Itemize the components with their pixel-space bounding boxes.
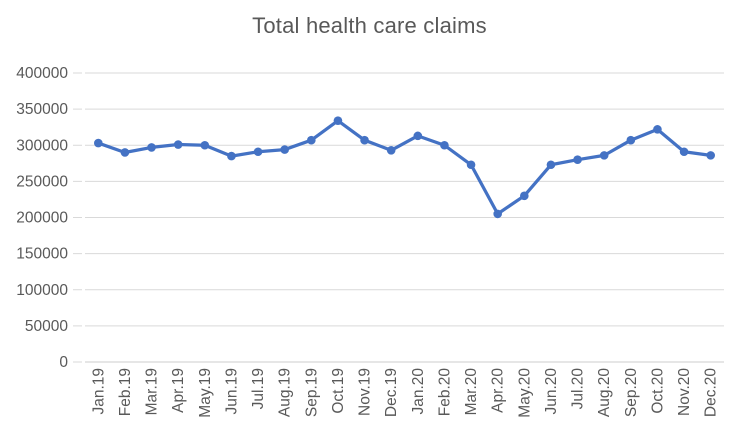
y-tick-label: 50000 — [25, 318, 68, 335]
data-point-marker — [573, 155, 582, 164]
data-point-marker — [120, 148, 130, 157]
data-point-marker — [493, 209, 502, 219]
data-point-marker — [147, 143, 156, 152]
data-point-marker — [546, 160, 556, 170]
data-point-marker — [440, 140, 449, 150]
x-tick-label: Sep.20 — [623, 368, 640, 418]
y-tick-label: 400000 — [16, 65, 68, 82]
data-point-marker — [360, 135, 369, 145]
chart-title: Total health care claims — [252, 13, 487, 38]
y-tick-label: 200000 — [16, 210, 68, 227]
y-tick-label: 250000 — [16, 173, 68, 190]
x-tick-label: Oct.19 — [330, 368, 347, 414]
line-series — [96, 119, 713, 216]
data-point-marker — [386, 146, 396, 155]
x-tick-label: Aug.20 — [596, 368, 613, 418]
data-point-marker — [173, 140, 183, 149]
x-tick-label: Dec.20 — [703, 368, 720, 417]
y-tick-label: 150000 — [16, 246, 68, 263]
data-point-marker — [466, 160, 476, 170]
x-tick-label: Mar.19 — [144, 368, 161, 415]
x-tick-label: Nov.19 — [357, 368, 374, 416]
x-tick-label: Aug.19 — [277, 368, 294, 417]
x-tick-label: May.19 — [197, 368, 214, 418]
x-tick-label: Jun.20 — [543, 368, 560, 415]
y-tick-label: 350000 — [16, 101, 68, 118]
data-point-marker — [227, 151, 236, 161]
data-point-marker — [653, 125, 662, 134]
data-point-marker — [599, 151, 609, 160]
x-tick-label: Feb.19 — [117, 368, 134, 416]
data-point-marker — [94, 138, 103, 148]
x-tick-label: Jul.20 — [570, 368, 587, 410]
x-tick-label: Sep.19 — [303, 368, 320, 417]
data-point-marker — [520, 191, 529, 201]
x-tick-label: Mar.20 — [463, 368, 480, 416]
x-tick-label: Apr.20 — [490, 368, 507, 413]
y-tick-label: 0 — [59, 354, 68, 371]
x-tick-label: Jun.19 — [223, 368, 240, 415]
y-tick-label: 300000 — [16, 137, 68, 154]
x-tick-label: Jul.19 — [250, 368, 267, 409]
x-tick-label: Apr.19 — [170, 368, 187, 413]
x-tick-label: Nov.20 — [676, 368, 693, 416]
y-tick-label: 100000 — [16, 282, 68, 299]
data-point-marker — [253, 147, 263, 157]
x-tick-label: May.20 — [516, 368, 533, 418]
data-point-marker — [307, 135, 316, 145]
x-tick-label: Jan.20 — [410, 368, 427, 415]
data-point-marker — [626, 135, 636, 145]
x-tick-label: Oct.20 — [649, 368, 666, 414]
x-tick-label: Feb.20 — [436, 368, 453, 417]
data-point-marker — [200, 140, 210, 150]
x-tick-label: Jan.19 — [90, 368, 107, 415]
x-tick-label: Dec.19 — [383, 368, 400, 417]
data-point-marker — [706, 151, 715, 160]
data-point-marker — [679, 147, 689, 157]
data-point-marker — [413, 131, 423, 141]
data-point-marker — [333, 116, 343, 125]
data-point-marker — [280, 145, 289, 154]
